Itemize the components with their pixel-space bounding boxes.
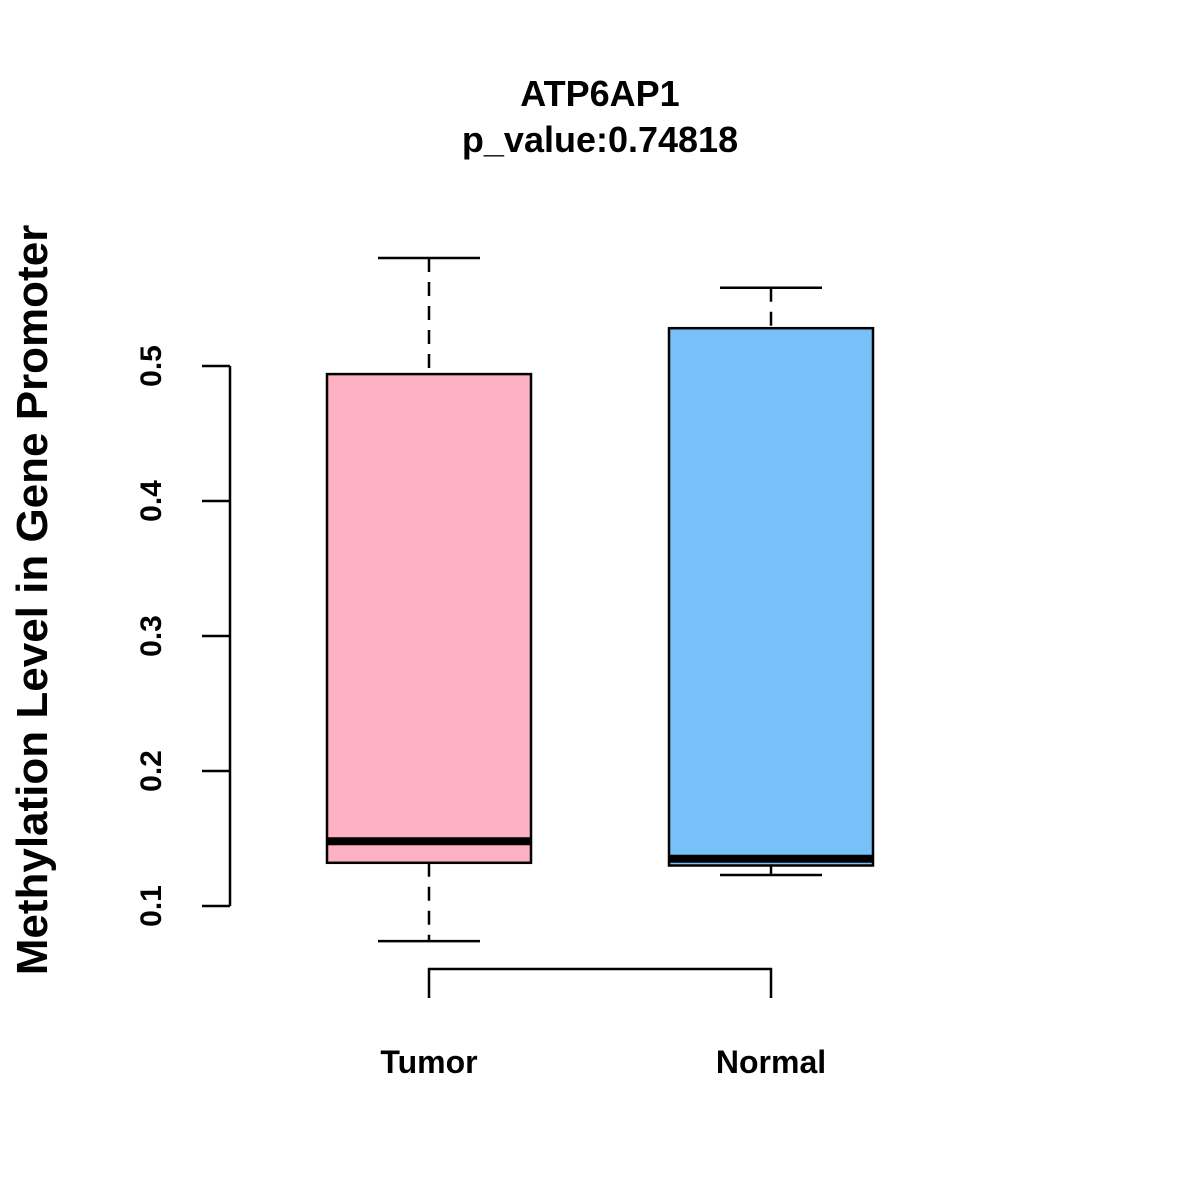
category-label-normal: Normal	[716, 1044, 826, 1080]
y-tick-label: 0.3	[135, 615, 168, 657]
y-tick-label: 0.4	[135, 480, 168, 522]
significance-bracket	[427, 967, 773, 998]
chart-title: ATP6AP1	[520, 73, 679, 114]
box-tumor	[325, 256, 533, 943]
category-label-tumor: Tumor	[380, 1044, 477, 1080]
y-tick-label: 0.1	[135, 885, 168, 927]
y-axis-label: Methylation Level in Gene Promoter	[8, 225, 57, 976]
y-tick-label: 0.2	[135, 750, 168, 792]
x-axis-categories: Tumor Normal	[380, 1044, 826, 1080]
box-normal	[667, 286, 875, 877]
box-rect	[667, 326, 875, 867]
box-rect	[325, 372, 533, 865]
y-axis: 0.1 0.2 0.3 0.4 0.5	[135, 345, 232, 927]
chart-subtitle: p_value:0.74818	[462, 119, 738, 160]
bracket-line	[427, 967, 773, 998]
boxes	[325, 256, 875, 943]
y-tick-label: 0.5	[135, 345, 168, 387]
